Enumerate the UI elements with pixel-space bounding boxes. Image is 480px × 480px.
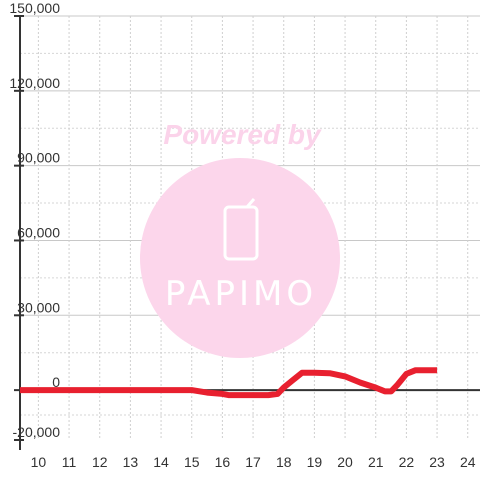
phone-icon xyxy=(223,198,259,261)
x-tick-label: 12 xyxy=(92,454,108,470)
x-tick-label: 11 xyxy=(62,454,77,470)
x-tick-label: 14 xyxy=(153,454,169,470)
x-tick-label: 16 xyxy=(215,454,231,470)
x-tick-label: 21 xyxy=(368,454,384,470)
tick-labels: -20,000 0 30,000 60,000 90,000 120,000 150,000… xyxy=(9,0,475,470)
y-tick-label: 0 xyxy=(52,374,60,390)
x-tick-label: 13 xyxy=(123,454,139,470)
x-tick-label: 23 xyxy=(429,454,445,470)
x-tick-label: 22 xyxy=(399,454,415,470)
x-tick-label: 15 xyxy=(184,454,200,470)
y-tick-label: -20,000 xyxy=(13,424,61,440)
x-tick-label: 17 xyxy=(245,454,261,470)
y-tick-label: 30,000 xyxy=(17,299,60,315)
y-tick-label: 60,000 xyxy=(17,224,60,240)
y-tick-label: 120,000 xyxy=(9,75,60,91)
series-line xyxy=(20,367,438,399)
x-tick-label: 10 xyxy=(31,454,47,470)
y-tick-label: 150,000 xyxy=(9,0,60,16)
x-tick-label: 18 xyxy=(276,454,292,470)
papimo-watermark: Powered by PAPIMO xyxy=(140,119,340,358)
watermark-text: Powered by xyxy=(163,119,322,150)
x-tick-label: 20 xyxy=(337,454,353,470)
y-tick-label: 90,000 xyxy=(17,150,60,166)
series-layer xyxy=(20,367,438,399)
x-tick-label: 19 xyxy=(307,454,323,470)
watermark-logo-text: PAPIMO xyxy=(165,274,317,314)
x-tick-label: 24 xyxy=(460,454,476,470)
